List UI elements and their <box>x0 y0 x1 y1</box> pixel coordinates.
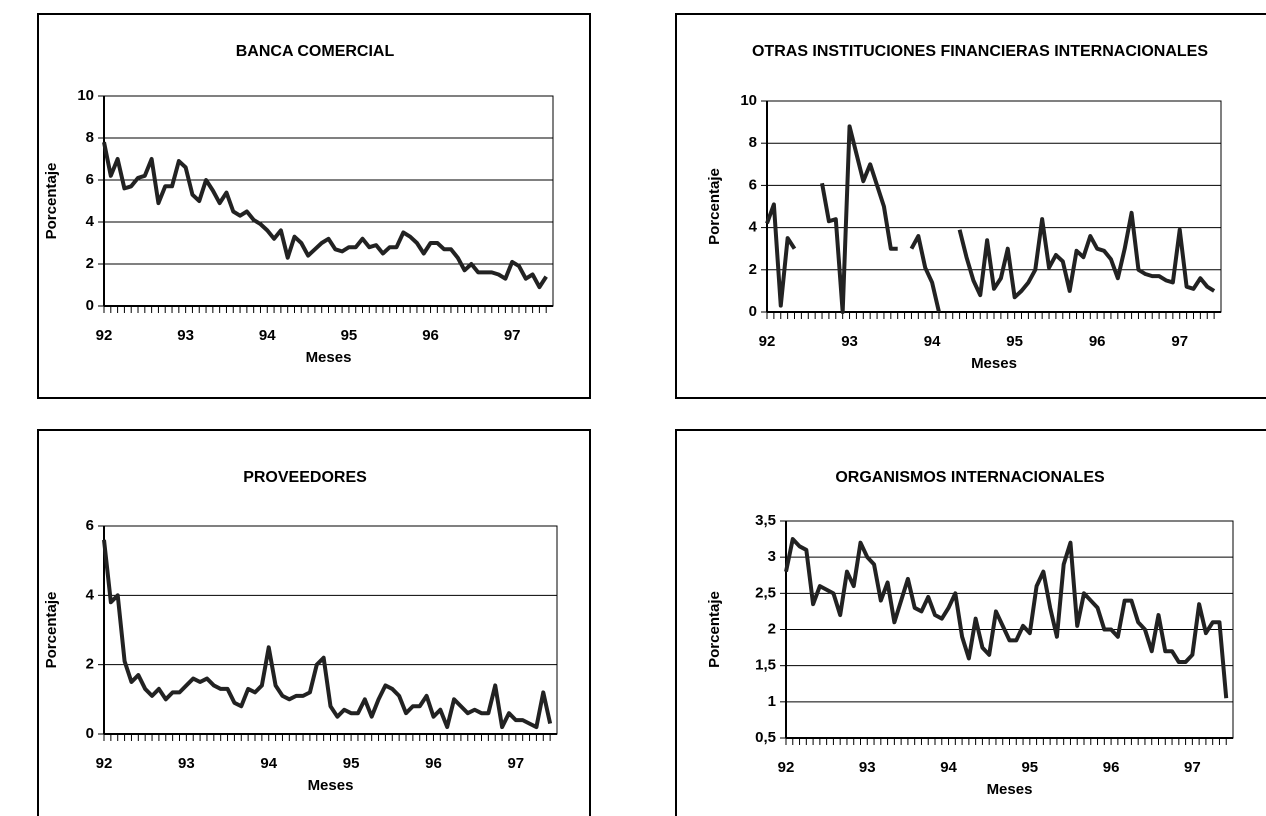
y-axis-label: Porcentaje <box>706 591 723 668</box>
y-tick-label: 6 <box>86 517 94 534</box>
x-tick-label: 94 <box>940 759 957 776</box>
y-tick-label: 8 <box>86 129 94 146</box>
x-tick-label: 97 <box>1171 333 1188 350</box>
x-tick-label: 93 <box>841 333 858 350</box>
y-tick-label: 1 <box>768 693 776 710</box>
x-tick-label: 97 <box>1184 759 1201 776</box>
chart-title: PROVEEDORES <box>243 469 367 486</box>
y-tick-label: 8 <box>749 134 757 151</box>
y-tick-label: 6 <box>86 171 94 188</box>
y-tick-label: 0,5 <box>755 729 776 746</box>
x-axis-label: Meses <box>308 777 354 794</box>
y-axis-label: Porcentaje <box>43 163 60 240</box>
panel-frame <box>675 429 1266 816</box>
y-tick-label: 2 <box>749 261 757 278</box>
y-tick-label: 10 <box>740 92 757 109</box>
x-tick-label: 94 <box>924 333 941 350</box>
x-axis-label: Meses <box>971 355 1017 372</box>
panel-frame <box>37 13 591 399</box>
y-tick-label: 0 <box>86 297 94 314</box>
x-tick-label: 96 <box>422 327 439 344</box>
x-tick-label: 95 <box>1021 759 1038 776</box>
y-tick-label: 2 <box>86 656 94 673</box>
x-tick-label: 96 <box>425 755 442 772</box>
y-tick-label: 2,5 <box>755 584 776 601</box>
y-axis-label: Porcentaje <box>43 592 60 669</box>
x-tick-label: 97 <box>507 755 524 772</box>
plot-area <box>103 95 554 307</box>
y-axis-label: Porcentaje <box>706 168 723 245</box>
x-tick-label: 96 <box>1103 759 1120 776</box>
y-tick-label: 10 <box>77 87 94 104</box>
data-line <box>765 124 1216 314</box>
y-tick-label: 2 <box>86 255 94 272</box>
x-tick-label: 93 <box>859 759 876 776</box>
chart-title: BANCA COMERCIAL <box>236 43 395 60</box>
data-line <box>784 537 1229 699</box>
x-tick-label: 93 <box>178 755 195 772</box>
x-tick-label: 95 <box>343 755 360 772</box>
x-tick-label: 95 <box>341 327 358 344</box>
x-tick-label: 92 <box>96 755 113 772</box>
y-tick-label: 4 <box>749 219 758 236</box>
y-tick-label: 2 <box>768 620 776 637</box>
y-tick-label: 1,5 <box>755 657 776 674</box>
y-tick-label: 4 <box>86 213 95 230</box>
panel-frame <box>675 13 1266 399</box>
x-axis-label: Meses <box>987 781 1033 798</box>
data-line <box>102 141 548 290</box>
data-line <box>102 539 553 730</box>
y-tick-label: 4 <box>86 586 95 603</box>
x-tick-label: 92 <box>759 333 776 350</box>
x-tick-label: 94 <box>260 755 277 772</box>
y-tick-label: 0 <box>86 725 94 742</box>
x-tick-label: 92 <box>96 327 113 344</box>
chart-title: OTRAS INSTITUCIONES FINANCIERAS INTERNAC… <box>752 43 1208 60</box>
x-tick-label: 97 <box>504 327 521 344</box>
y-tick-label: 3 <box>768 548 776 565</box>
y-tick-label: 0 <box>749 303 757 320</box>
panel-frame <box>37 429 591 816</box>
x-axis-label: Meses <box>306 349 352 366</box>
y-tick-label: 6 <box>749 176 757 193</box>
y-tick-label: 3,5 <box>755 512 776 529</box>
x-tick-label: 92 <box>778 759 795 776</box>
chart-title: ORGANISMOS INTERNACIONALES <box>835 469 1105 486</box>
x-tick-label: 96 <box>1089 333 1106 350</box>
x-tick-label: 93 <box>177 327 194 344</box>
x-tick-label: 95 <box>1006 333 1023 350</box>
x-tick-label: 94 <box>259 327 276 344</box>
